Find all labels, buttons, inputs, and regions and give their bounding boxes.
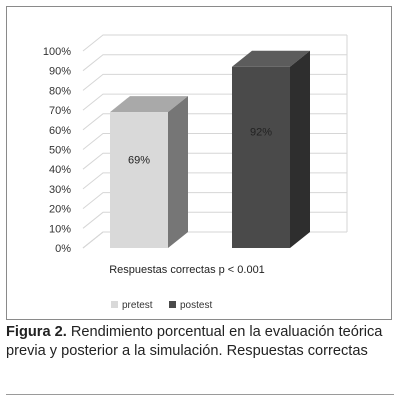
- legend-swatch-pretest: [111, 301, 118, 308]
- bar-postest: [232, 66, 290, 248]
- legend-swatch-postest: [169, 301, 176, 308]
- y-tick-label: 90%: [49, 66, 71, 78]
- figure-label: Figura 2.: [6, 324, 67, 340]
- y-tick-label: 20%: [49, 204, 71, 216]
- y-tick-label: 70%: [49, 105, 71, 117]
- y-tick-label: 100%: [43, 46, 71, 58]
- bar-side-postest: [290, 50, 310, 249]
- data-label-pretest: 69%: [128, 155, 150, 167]
- bar-top-postest: [232, 50, 310, 67]
- figure-caption-text: Rendimiento porcentual en la evaluación …: [6, 324, 383, 359]
- legend-label-pretest: pretest: [122, 300, 153, 311]
- y-tick-label: 10%: [49, 223, 71, 235]
- y-tick-label: 30%: [49, 184, 71, 196]
- x-axis-label: Respuestas correctas p < 0.001: [109, 264, 265, 276]
- y-tick-label: 80%: [49, 85, 71, 97]
- chart-frame: 0% 10% 20% 30% 40% 50% 60% 70% 80% 90% 100% 69% 92% R…: [6, 6, 392, 320]
- bar-side-pretest: [168, 96, 188, 248]
- y-tick-label: 60%: [49, 125, 71, 137]
- legend-label-postest: postest: [180, 300, 212, 311]
- bar-chart: 0% 10% 20% 30% 40% 50% 60% 70% 80% 90% 100% 69% 92% R…: [43, 34, 348, 311]
- y-tick-label: 50%: [49, 145, 71, 157]
- y-tick-label: 40%: [49, 164, 71, 176]
- bar-pretest: [110, 112, 168, 248]
- bottom-divider: [6, 394, 394, 395]
- figure-caption: Figura 2. Rendimiento porcentual en la e…: [6, 323, 394, 361]
- data-label-postest: 92%: [250, 127, 272, 139]
- y-tick-label: 0%: [55, 243, 71, 255]
- bar-top-pretest: [110, 96, 188, 113]
- gridline: [82, 34, 347, 52]
